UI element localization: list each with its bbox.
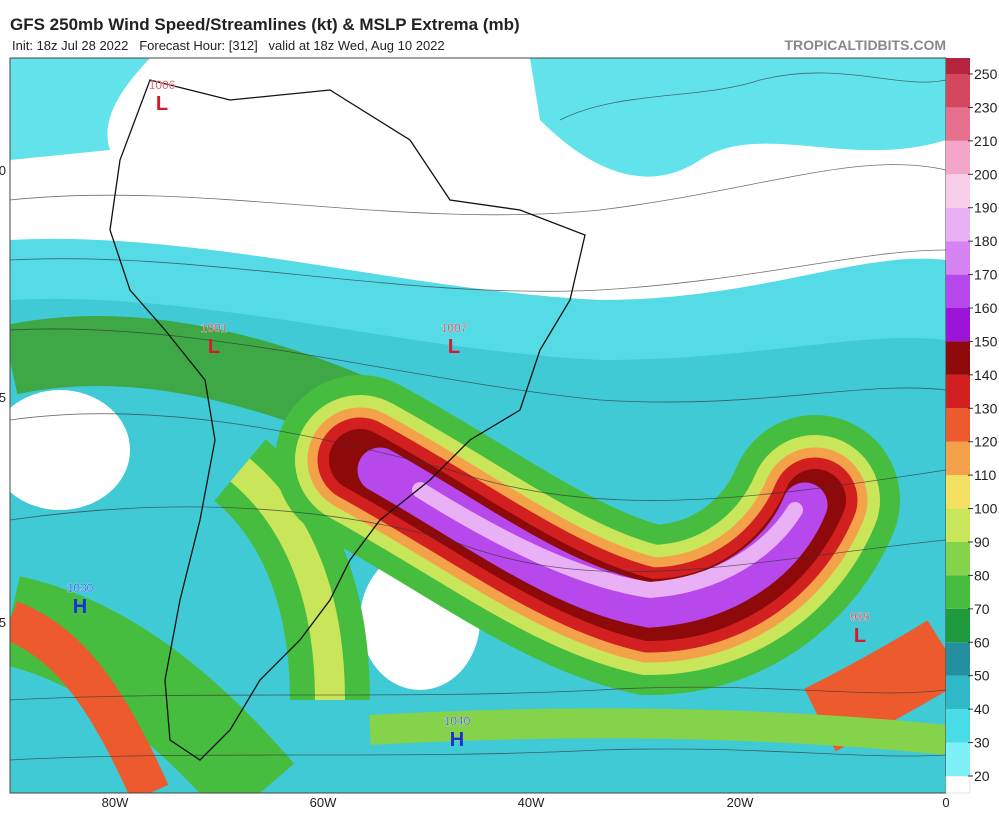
colorbar-band <box>946 274 970 308</box>
colorbar-band <box>946 174 970 208</box>
colorbar-band <box>946 58 970 74</box>
colorbar-band <box>945 775 971 794</box>
pressure-letter: H <box>450 729 464 751</box>
colorbar-label: 200 <box>974 166 998 182</box>
title: GFS 250mb Wind Speed/Streamlines (kt) & … <box>10 15 520 34</box>
y-axis-label: 5 <box>0 390 6 405</box>
pressure-value: 1006 <box>149 78 176 92</box>
colorbar-label: 100 <box>974 501 998 517</box>
pressure-letter: L <box>208 336 220 358</box>
colorbar-label: 150 <box>974 333 998 349</box>
pressure-letter: H <box>73 596 87 618</box>
colorbar-label: 40 <box>974 701 990 717</box>
colorbar-label: 160 <box>974 300 998 316</box>
x-axis-label: 0 <box>942 795 949 809</box>
x-axis-label: 20W <box>727 795 754 809</box>
pressure-value: 985 <box>850 610 870 624</box>
colorbar-band <box>946 742 970 776</box>
colorbar-label: 120 <box>974 434 998 450</box>
source: TROPICALTIDBITS.COM <box>784 37 946 53</box>
colorbar-band <box>946 140 970 175</box>
colorbar-band <box>946 107 970 141</box>
colorbar-label: 210 <box>974 133 998 149</box>
colorbar-band <box>946 608 970 643</box>
colorbar-band <box>946 575 970 609</box>
colorbar-band <box>946 642 970 676</box>
colorbar-label: 110 <box>974 467 997 483</box>
pressure-letter: L <box>156 93 168 115</box>
colorbar-label: 50 <box>974 668 990 684</box>
pressure-value: 1030 <box>67 581 94 595</box>
pressure-value: 1007 <box>441 321 468 335</box>
colorbar-label: 140 <box>974 367 998 383</box>
colorbar-label: 30 <box>974 735 990 751</box>
colorbar-band <box>946 308 970 342</box>
colorbar-band <box>946 74 970 108</box>
colorbar-band <box>946 508 970 542</box>
colorbar-label: 190 <box>974 200 998 216</box>
map-field <box>10 58 946 793</box>
colorbar-label: 250 <box>974 66 998 82</box>
colorbar-band <box>946 408 970 442</box>
colorbar-label: 230 <box>974 99 998 115</box>
colorbar-band <box>946 374 970 409</box>
x-axis-label: 80W <box>102 795 129 809</box>
colorbar-band <box>946 709 970 743</box>
pressure-letter: L <box>448 336 460 358</box>
x-axis-label: 40W <box>518 795 545 809</box>
colorbar-band <box>946 207 970 242</box>
y-axis-label: 0 <box>0 163 6 178</box>
colorbar-band <box>946 341 970 375</box>
colorbar-label: 20 <box>974 768 990 784</box>
colorbar-band <box>946 475 970 509</box>
colorbar-band <box>946 241 970 275</box>
colorbar-label: 180 <box>974 233 998 249</box>
colorbar-label: 80 <box>974 567 990 583</box>
subtitle: Init: 18z Jul 28 2022 Forecast Hour: [31… <box>12 38 445 53</box>
pressure-value: 1040 <box>444 714 471 728</box>
pressure-letter: L <box>854 625 866 647</box>
colorbar-band <box>946 441 970 476</box>
colorbar-label: 60 <box>974 634 990 650</box>
y-axis-label: 5 <box>0 615 6 630</box>
colorbar-band <box>946 675 970 710</box>
colorbar-label: 170 <box>974 267 998 283</box>
colorbar-label: 90 <box>974 534 990 550</box>
pressure-value: 1001 <box>201 321 228 335</box>
x-axis-label: 60W <box>310 795 337 809</box>
colorbar-band <box>946 542 970 576</box>
colorbar-label: 70 <box>974 601 990 617</box>
colorbar-label: 130 <box>974 400 998 416</box>
colorbar: 20 30 40 50 60 70 80 90 100 110 120 130 140 150 160 170… <box>945 58 998 794</box>
